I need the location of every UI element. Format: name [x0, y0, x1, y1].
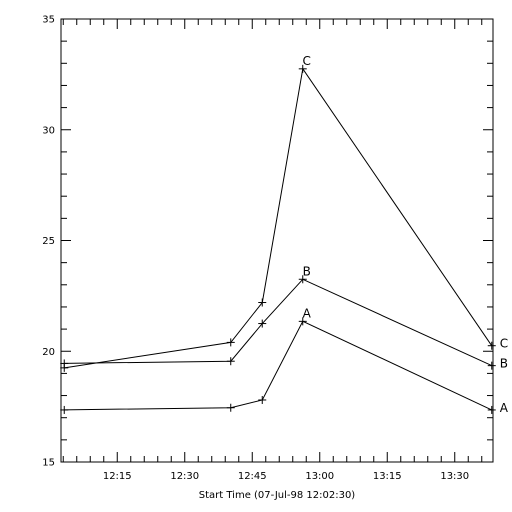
series-label-peak: C — [303, 54, 311, 68]
series-line-a — [64, 320, 492, 411]
series-lines — [64, 67, 493, 411]
series-line-b — [64, 278, 492, 367]
x-tick-label: 13:30 — [440, 471, 469, 482]
y-tick-label: 25 — [42, 236, 55, 247]
x-tick-label: 12:45 — [238, 471, 267, 482]
series-label-end: A — [500, 401, 509, 415]
data-point — [60, 363, 69, 372]
y-tick-label: 35 — [42, 15, 55, 26]
y-tick-label: 20 — [42, 347, 55, 358]
x-tick-label: 12:30 — [170, 471, 199, 482]
data-point — [60, 405, 69, 414]
x-tick-label: 12:15 — [103, 471, 132, 482]
data-point — [226, 403, 235, 412]
data-point — [487, 405, 496, 414]
y-tick-label: 15 — [42, 458, 55, 469]
series-label-end: C — [500, 337, 508, 351]
x-tick-label: 13:00 — [305, 471, 334, 482]
plot-frame — [60, 18, 494, 463]
series-label-peak: A — [303, 306, 312, 320]
data-point — [258, 395, 267, 404]
x-axis-title: Start Time (07-Jul-98 12:02:30) — [199, 490, 356, 501]
axis-ticks: 15 20 25 30 35 12:15 12:30 12:45 13:00 13:15 13:30 — [42, 15, 493, 482]
x-tick-label: 13:15 — [373, 471, 402, 482]
data-point — [226, 357, 235, 366]
y-tick-label: 30 — [42, 125, 55, 136]
data-point — [298, 64, 307, 73]
data-point — [298, 317, 307, 326]
series-points — [60, 64, 496, 414]
data-point — [487, 341, 496, 350]
series-label-peak: B — [303, 264, 311, 278]
data-point — [258, 319, 267, 328]
data-point — [258, 298, 267, 307]
series-line-c — [64, 67, 493, 369]
data-point — [298, 275, 307, 284]
series-label-end: B — [500, 357, 508, 371]
data-point — [226, 338, 235, 347]
data-point — [487, 361, 496, 370]
